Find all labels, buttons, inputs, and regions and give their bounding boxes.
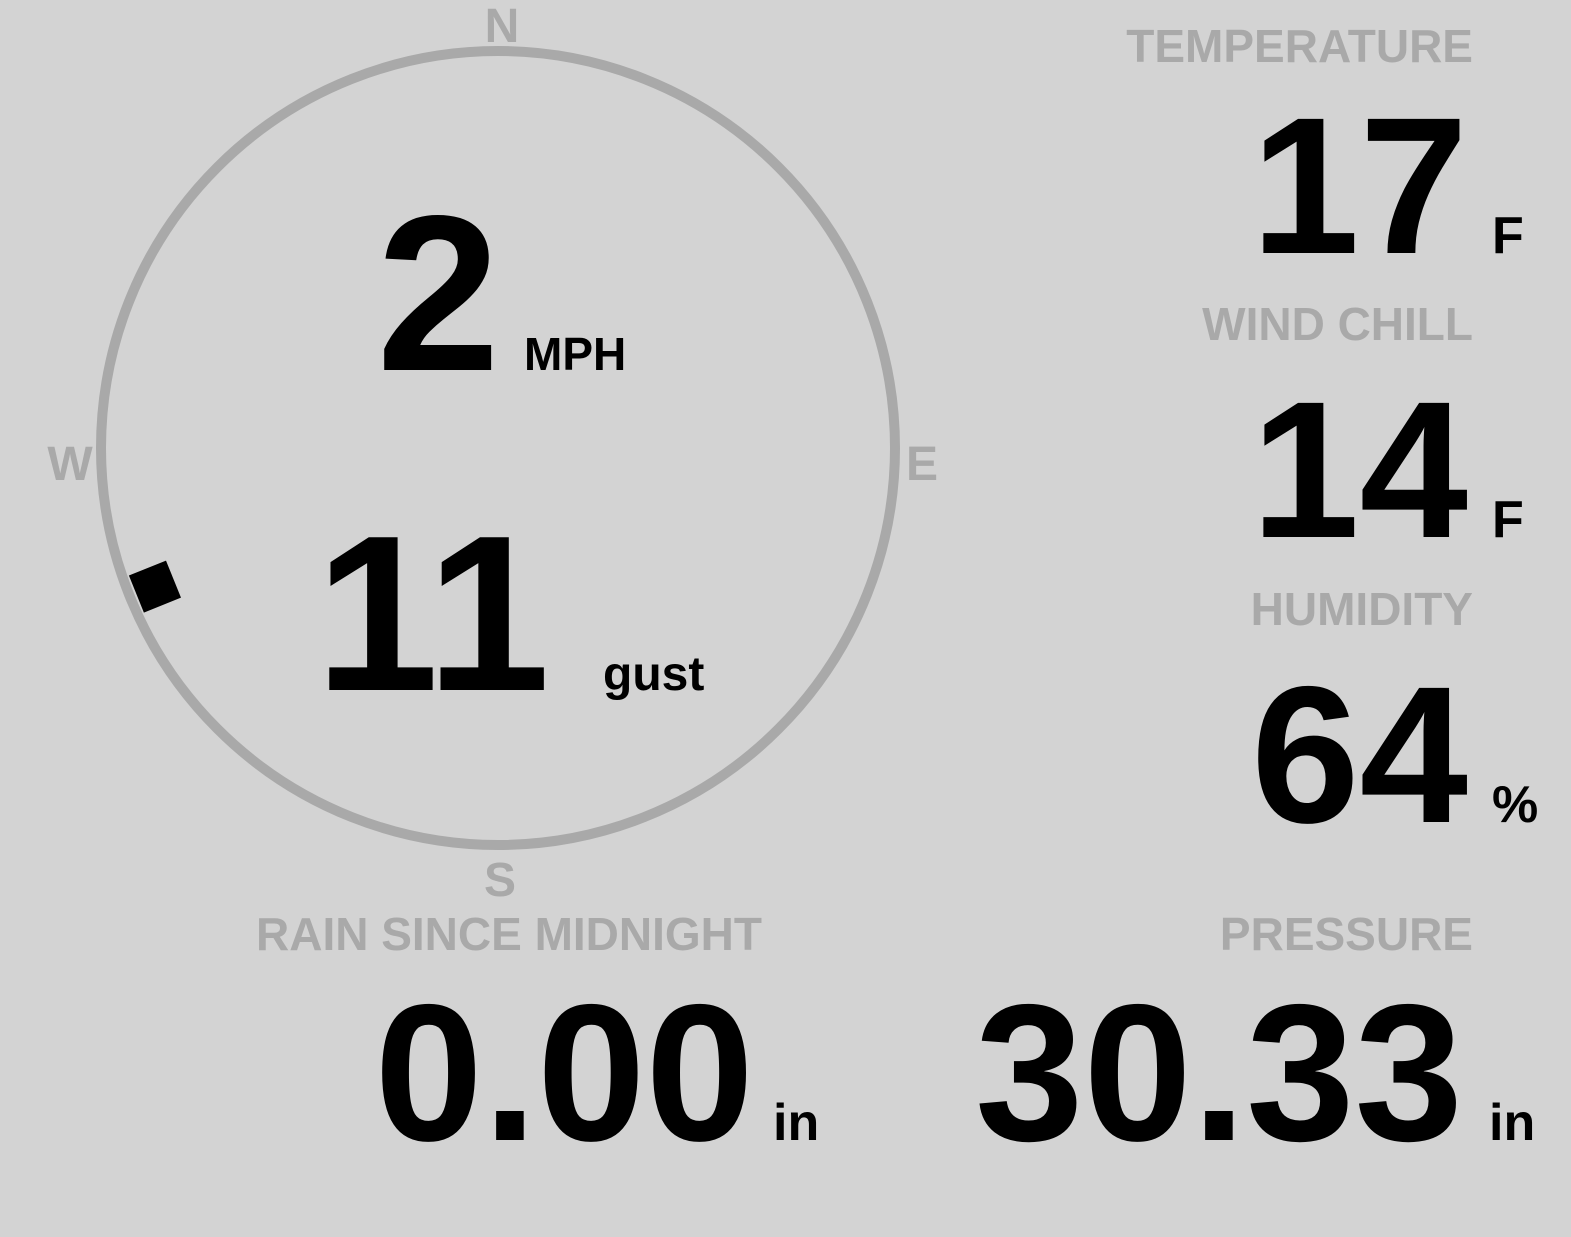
pressure-unit: in bbox=[1489, 1094, 1535, 1152]
compass-e: E bbox=[906, 438, 938, 491]
wind-chill-panel: WIND CHILL 14 F bbox=[1202, 298, 1524, 579]
temperature-unit: F bbox=[1492, 207, 1524, 265]
compass-w: W bbox=[47, 438, 93, 491]
rain-panel: RAIN SINCE MIDNIGHT 0.00 in bbox=[256, 908, 819, 1182]
wind-chill-value: 14 bbox=[1251, 361, 1468, 579]
wind-gust-value: 11 bbox=[315, 490, 550, 738]
wind-speed-value: 2 bbox=[377, 170, 500, 418]
rain-value: 0.00 bbox=[374, 964, 754, 1182]
temperature-panel: TEMPERATURE 17 F bbox=[1126, 20, 1523, 295]
compass-n: N bbox=[485, 0, 520, 53]
rain-label: RAIN SINCE MIDNIGHT bbox=[256, 908, 762, 960]
humidity-panel: HUMIDITY 64 % bbox=[1251, 583, 1539, 864]
humidity-label: HUMIDITY bbox=[1251, 583, 1473, 635]
temperature-value: 17 bbox=[1251, 77, 1468, 295]
compass-ring bbox=[96, 46, 900, 850]
wind-chill-label: WIND CHILL bbox=[1202, 298, 1473, 350]
wind-direction-marker bbox=[128, 560, 181, 613]
pressure-panel: PRESSURE 30.33 in bbox=[975, 908, 1535, 1182]
wind-speed-unit: MPH bbox=[524, 328, 626, 380]
temperature-label: TEMPERATURE bbox=[1126, 20, 1473, 72]
pressure-value: 30.33 bbox=[975, 964, 1463, 1182]
humidity-unit: % bbox=[1492, 776, 1538, 834]
wind-compass: N E S W 2 MPH 11 gust bbox=[47, 0, 938, 907]
wind-chill-unit: F bbox=[1492, 491, 1524, 549]
pressure-label: PRESSURE bbox=[1220, 908, 1473, 960]
rain-unit: in bbox=[773, 1094, 819, 1152]
compass-s: S bbox=[484, 854, 516, 907]
humidity-value: 64 bbox=[1251, 646, 1468, 864]
wind-gust-unit: gust bbox=[603, 648, 704, 701]
